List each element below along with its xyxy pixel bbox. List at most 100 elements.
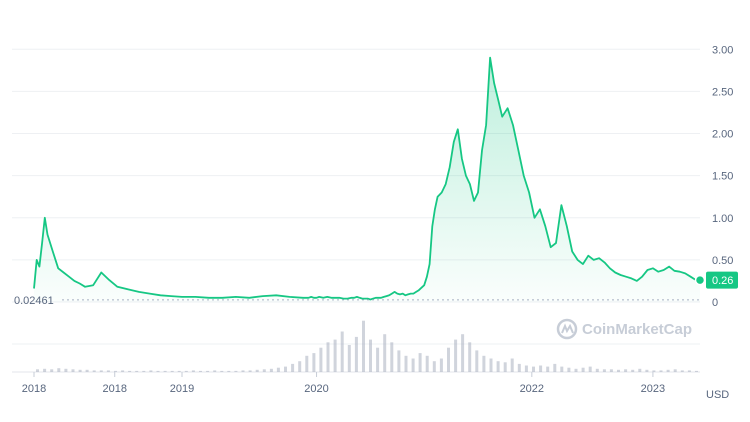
- volume-bar: [319, 347, 323, 372]
- volume-bar: [539, 365, 543, 372]
- volume-bar: [220, 370, 224, 372]
- volume-bar: [390, 342, 394, 372]
- volume-bar: [517, 363, 521, 372]
- currency-unit-label: USD: [706, 389, 729, 401]
- volume-bar: [532, 366, 535, 372]
- min-price-marker: 0.02461: [14, 295, 700, 307]
- current-price-marker: 0.26: [694, 271, 738, 289]
- volume-bar: [432, 361, 436, 372]
- volume-bar: [269, 368, 273, 372]
- volume-bar: [156, 370, 160, 372]
- volume-bar: [312, 353, 316, 372]
- volume-bar: [510, 358, 514, 372]
- volume-bar: [383, 334, 387, 372]
- volume-bar: [489, 358, 493, 372]
- volume-bar: [602, 369, 606, 372]
- volume-bar: [524, 365, 528, 372]
- volume-bar: [652, 370, 656, 372]
- volume-bar: [255, 369, 259, 372]
- volume-bar: [680, 370, 684, 372]
- volume-bar: [347, 345, 351, 372]
- volume-bar: [206, 370, 210, 372]
- volume-bar: [106, 370, 110, 372]
- volume-bar: [213, 370, 217, 372]
- y-tick-label: 2.00: [712, 129, 733, 141]
- volume-bar: [85, 369, 89, 372]
- volume-bar: [305, 355, 309, 372]
- volume-bar: [595, 368, 599, 372]
- x-tick-label: 2018: [102, 383, 126, 395]
- volume-bar: [553, 363, 557, 372]
- volume-bar: [638, 368, 642, 372]
- volume-bar: [64, 368, 68, 372]
- volume-bar: [248, 370, 252, 372]
- volume-bar: [482, 355, 486, 372]
- volume-bar: [298, 361, 302, 372]
- volume-bar: [475, 350, 479, 372]
- coinmarketcap-logo-icon: [556, 318, 578, 340]
- volume-bar: [340, 331, 344, 372]
- volume-bar: [184, 370, 188, 372]
- volume-bar: [284, 366, 287, 372]
- volume-bars: [36, 320, 698, 372]
- x-tick-label: 2022: [520, 383, 544, 395]
- volume-bar: [354, 336, 358, 372]
- y-tick-label: 0.50: [712, 255, 733, 267]
- volume-bar: [92, 370, 96, 372]
- volume-bar: [362, 320, 365, 372]
- volume-bar: [673, 369, 677, 372]
- volume-bar: [227, 370, 231, 372]
- volume-bar: [560, 366, 564, 372]
- volume-bar: [411, 358, 415, 372]
- volume-bar: [71, 369, 75, 372]
- volume-bar: [43, 368, 47, 372]
- volume-bar: [666, 369, 670, 372]
- volume-bar: [128, 370, 132, 372]
- current-price-badge: [706, 271, 738, 289]
- volume-bar: [36, 369, 39, 372]
- y-tick-label: 1.50: [712, 171, 733, 183]
- volume-bar: [397, 350, 401, 372]
- volume-bar: [114, 370, 117, 372]
- volume-bar: [574, 368, 578, 372]
- volume-bar: [333, 339, 337, 372]
- volume-bar: [170, 370, 174, 372]
- volume-bar: [546, 366, 550, 372]
- volume-bar: [454, 339, 458, 372]
- volume-bar: [291, 363, 295, 372]
- volume-bar: [404, 355, 408, 372]
- volume-bar: [142, 370, 146, 372]
- volume-bar: [50, 369, 54, 372]
- volume-bar: [581, 367, 585, 372]
- volume-bar: [645, 369, 649, 372]
- watermark-text: CoinMarketCap: [582, 321, 692, 338]
- price-area: [34, 57, 700, 303]
- x-tick-label: 2020: [304, 383, 328, 395]
- volume-bar: [376, 347, 380, 372]
- volume-bar: [191, 370, 195, 372]
- y-tick-label: 2.50: [712, 86, 733, 98]
- price-line-group: [33, 56, 700, 301]
- volume-bar: [624, 369, 628, 372]
- volume-bar: [57, 368, 61, 372]
- volume-bar: [496, 361, 500, 372]
- volume-bar: [199, 370, 202, 372]
- current-price-label: 0.26: [712, 275, 733, 287]
- x-axis: 2018 2018 2019 2020 2022 2023: [22, 372, 665, 395]
- volume-bar: [418, 353, 422, 372]
- coinmarketcap-logo-mark-icon: [561, 323, 574, 334]
- y-tick-label: 0: [712, 297, 718, 309]
- volume-bar: [617, 369, 620, 372]
- x-tick-label: 2023: [641, 383, 665, 395]
- volume-bar: [163, 370, 167, 372]
- volume-bar: [609, 369, 613, 372]
- volume-bar: [326, 342, 330, 372]
- volume-bar: [631, 369, 635, 372]
- volume-bar: [149, 370, 153, 372]
- volume-bar: [135, 370, 139, 372]
- y-tick-label: 3.00: [712, 44, 733, 56]
- min-price-label: 0.02461: [14, 295, 54, 307]
- volume-bar: [468, 342, 472, 372]
